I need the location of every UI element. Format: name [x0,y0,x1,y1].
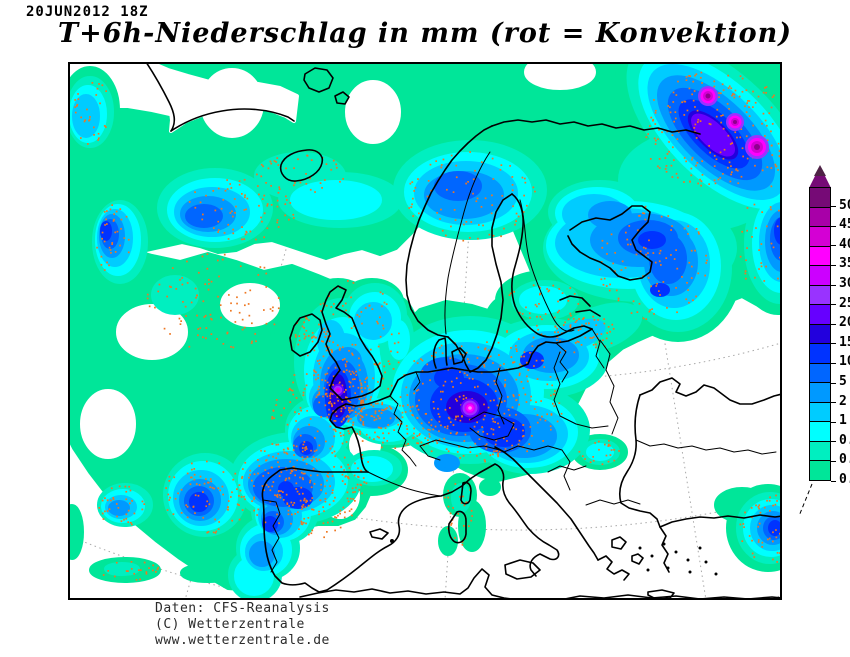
legend-tick [831,480,836,482]
map-title: T+6h-Niederschlag in mm (rot = Konvektio… [58,18,792,49]
footer-website: www.wetterzentrale.de [155,633,330,648]
legend-tick [831,206,836,208]
legend-segment [810,382,830,402]
legend-tick [831,343,836,345]
legend-segment [810,323,830,344]
legend-label: 35 [839,256,850,272]
legend-tick [831,441,836,443]
legend-arrow [798,165,831,517]
footer-data-source: Daten: CFS-Reanalysis [155,601,330,616]
legend-label: 30 [839,276,850,291]
precipitation-cores [332,86,769,418]
map-frame [68,62,782,600]
legend-label: 5 [839,374,847,389]
footer-copyright: (C) Wetterzentrale [155,617,305,632]
legend-tick [831,225,836,227]
legend-label: 20 [839,315,850,331]
legend-tick [831,382,836,384]
legend-label: 0.5 [839,432,850,448]
precipitation-layer [69,63,781,599]
legend-segment [810,460,830,480]
legend-pointer-line [798,483,813,517]
legend-tick [831,264,836,266]
legend-segment [810,284,830,305]
legend-segment [810,226,830,246]
legend-label: 10 [839,354,850,370]
legend-segment [810,421,830,441]
legend-segment [810,343,830,363]
legend-segment [810,245,830,266]
legend-colorbar [809,187,831,481]
legend-label: 0.2 [839,452,850,468]
legend-label: 0.1 [839,472,850,487]
legend-tick [831,421,836,423]
aegean-islands [390,539,718,576]
legend-segment [810,440,830,461]
legend-label: 40 [839,236,850,252]
legend-segment [810,401,830,422]
legend-tick [831,323,836,325]
run-datetime: 20JUN2012 18Z [26,4,149,20]
legend-label: 25 [839,295,850,311]
legend-segment [810,304,830,324]
legend-tick [831,402,836,404]
coastlines [145,63,781,599]
legend-tick [831,284,836,286]
footer-credits: Daten: CFS-Reanalysis (C) Wetterzentrale… [155,601,330,649]
legend-tick [831,304,836,306]
country-borders [262,151,777,573]
legend-tick [831,245,836,247]
legend-label: 45 [839,217,850,233]
legend-label: 50 [839,197,850,213]
legend-tick [831,362,836,364]
legend-segment [810,265,830,285]
legend-label: 1 [839,413,847,429]
legend-segment [810,206,830,227]
legend-label: 2 [839,393,847,409]
legend-label: 15 [839,334,850,350]
legend-segment [810,362,830,383]
legend-tick [831,460,836,462]
legend-segment [810,188,830,207]
